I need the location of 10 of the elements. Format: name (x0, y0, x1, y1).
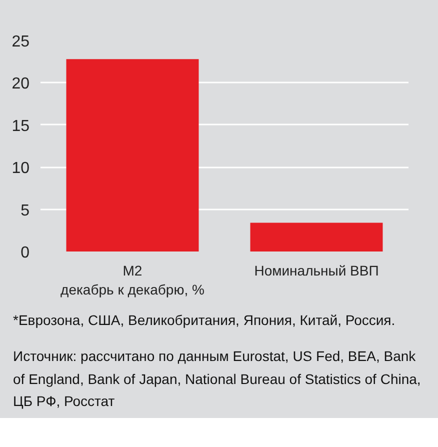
y-tick-label: 0 (20, 244, 30, 262)
y-tick-label: 5 (20, 202, 30, 220)
y-tick-label: 20 (12, 76, 30, 93)
y-tick-label: 25 (12, 34, 30, 50)
text: *Еврозона, США, Великобритания, Япония, Китай, Россия. (13, 311, 396, 330)
y-tick-label: 15 (12, 118, 30, 135)
y-tick-label: 10 (12, 160, 30, 178)
text: Источник: рассчитано по данным Eurostat, US Fed, BEA, Bank of England, Bank of Japan, National Bureau of Statistics of China, ЦБ РФ, Росстат (13, 347, 422, 412)
x-tick-label: Номинальный ВВП (254, 262, 379, 278)
x-tick-label: M2 декабрь к декабрю, % (60, 262, 204, 298)
